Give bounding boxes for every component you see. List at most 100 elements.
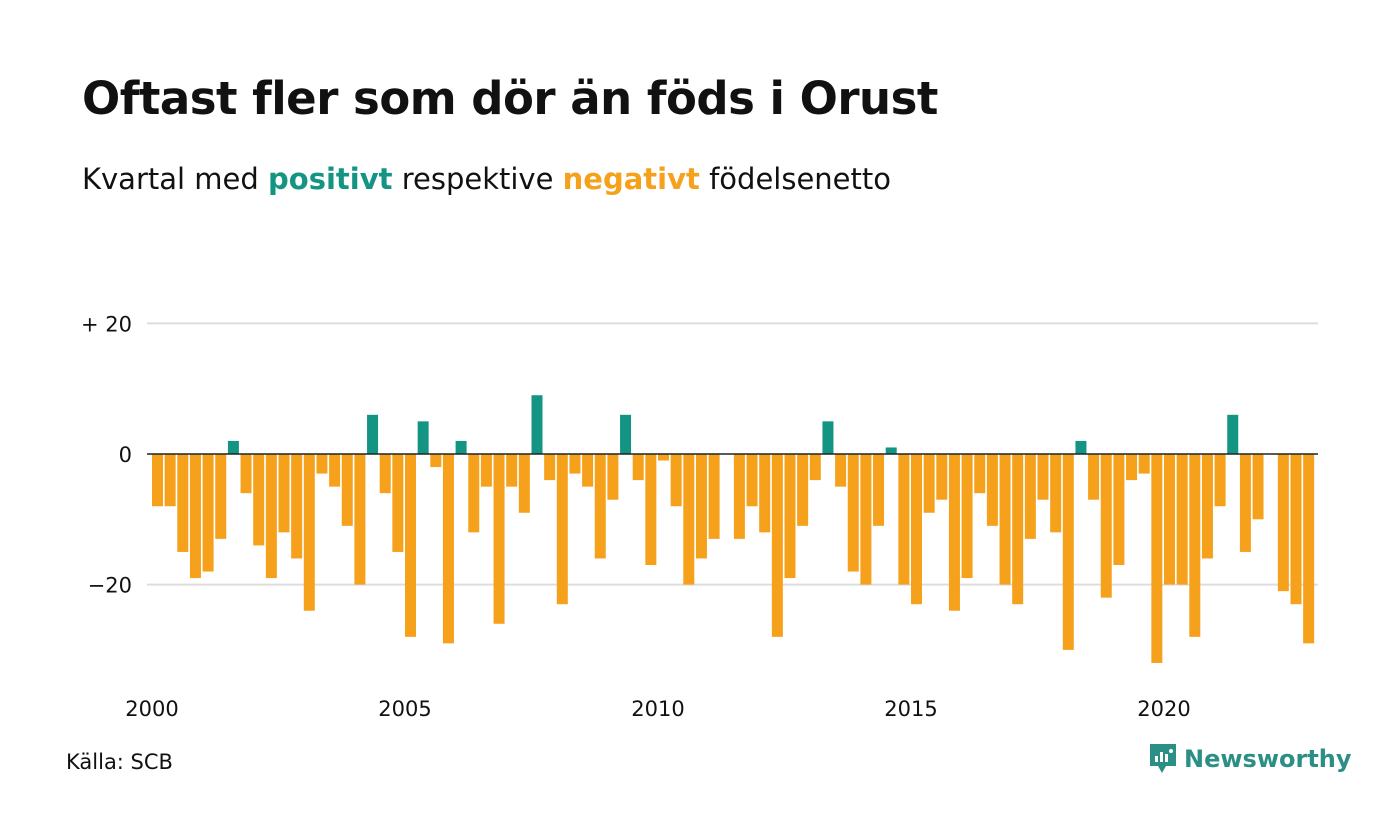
source-note: Källa: SCB: [66, 750, 173, 774]
bar: [164, 454, 176, 507]
bar: [658, 454, 669, 461]
bar: [746, 454, 758, 507]
bar: [506, 454, 518, 487]
bar: [177, 454, 189, 552]
bar: [1100, 454, 1112, 598]
bar: [885, 447, 897, 454]
bar: [695, 454, 707, 559]
newsworthy-logo-icon: [1150, 744, 1176, 773]
bar: [556, 454, 568, 605]
bar: [1201, 454, 1213, 559]
bar: [771, 454, 783, 637]
bar: [1113, 454, 1125, 566]
bar: [202, 454, 214, 572]
bar: [683, 454, 695, 585]
bar: [809, 454, 821, 481]
bar-chart: + 20 0 −20 2000 2005 2010 2015 2020: [81, 312, 1318, 721]
bar: [392, 454, 404, 552]
bar: [316, 454, 328, 474]
bar: [620, 414, 632, 454]
bar: [1088, 454, 1100, 500]
bar: [860, 454, 872, 585]
bar: [265, 454, 277, 579]
bar: [468, 454, 480, 533]
bar: [961, 454, 973, 579]
bar: [898, 454, 910, 585]
bar: [999, 454, 1011, 585]
x-tick-label: 2010: [631, 697, 684, 721]
x-tick-label: 2000: [125, 697, 178, 721]
bar: [670, 454, 682, 507]
bar: [1189, 454, 1201, 637]
bar: [341, 454, 353, 526]
bar: [1151, 454, 1163, 663]
bar: [303, 454, 315, 611]
bar: [1214, 454, 1226, 507]
bar: [442, 454, 454, 644]
bar: [784, 454, 796, 579]
bar: [1290, 454, 1302, 605]
bar: [594, 454, 606, 559]
bar: [1075, 440, 1087, 454]
bar: [733, 454, 745, 539]
bar: [518, 454, 530, 513]
bar: [1050, 454, 1062, 533]
subtitle-positive-word: positivt: [268, 162, 393, 196]
bar: [1062, 454, 1074, 650]
bar: [632, 454, 644, 481]
bar: [480, 454, 492, 487]
y-tick-label: −20: [88, 574, 132, 598]
chart-title: Oftast fler som dör än föds i Orust: [82, 72, 938, 125]
brand-name: Newsworthy: [1184, 745, 1352, 773]
x-tick-label: 2015: [884, 697, 937, 721]
bar: [405, 454, 416, 637]
bar: [1037, 454, 1049, 500]
bar: [152, 454, 163, 507]
bar: [1239, 454, 1251, 552]
y-tick-label: + 20: [81, 312, 132, 336]
bar: [607, 454, 619, 500]
subtitle-prefix: Kvartal med: [82, 162, 259, 196]
bar: [354, 454, 366, 585]
bar: [974, 454, 986, 494]
bar: [759, 454, 771, 533]
bar: [430, 454, 442, 468]
bar: [379, 454, 391, 494]
subtitle-middle: respektive: [401, 162, 554, 196]
bar: [847, 454, 859, 572]
bar: [253, 454, 265, 546]
bar: [948, 454, 960, 611]
x-tick-label: 2020: [1137, 697, 1190, 721]
bar: [582, 454, 594, 487]
bar: [1252, 454, 1264, 520]
bar: [531, 395, 543, 454]
bar: [493, 454, 505, 624]
bar: [797, 454, 809, 526]
bar: [1138, 454, 1150, 474]
bar: [1176, 454, 1188, 585]
bar: [1164, 454, 1175, 585]
y-tick-label: 0: [119, 443, 132, 467]
subtitle-negative-word: negativt: [562, 162, 700, 196]
bar: [873, 454, 885, 526]
bar: [1012, 454, 1024, 605]
bar: [911, 454, 922, 605]
bar: [822, 421, 834, 454]
bar: [417, 421, 429, 454]
bar: [1126, 454, 1138, 481]
bar: [367, 414, 379, 454]
bar: [189, 454, 201, 579]
bar: [1024, 454, 1036, 539]
bar: [329, 454, 341, 487]
bar: [569, 454, 581, 474]
bar: [544, 454, 556, 481]
bar: [1227, 414, 1239, 454]
x-tick-label: 2005: [378, 697, 431, 721]
bar: [227, 440, 239, 454]
bar: [1277, 454, 1289, 592]
bar: [455, 440, 467, 454]
bar: [708, 454, 720, 539]
bar: [215, 454, 227, 539]
bar: [923, 454, 935, 513]
bar: [835, 454, 847, 487]
